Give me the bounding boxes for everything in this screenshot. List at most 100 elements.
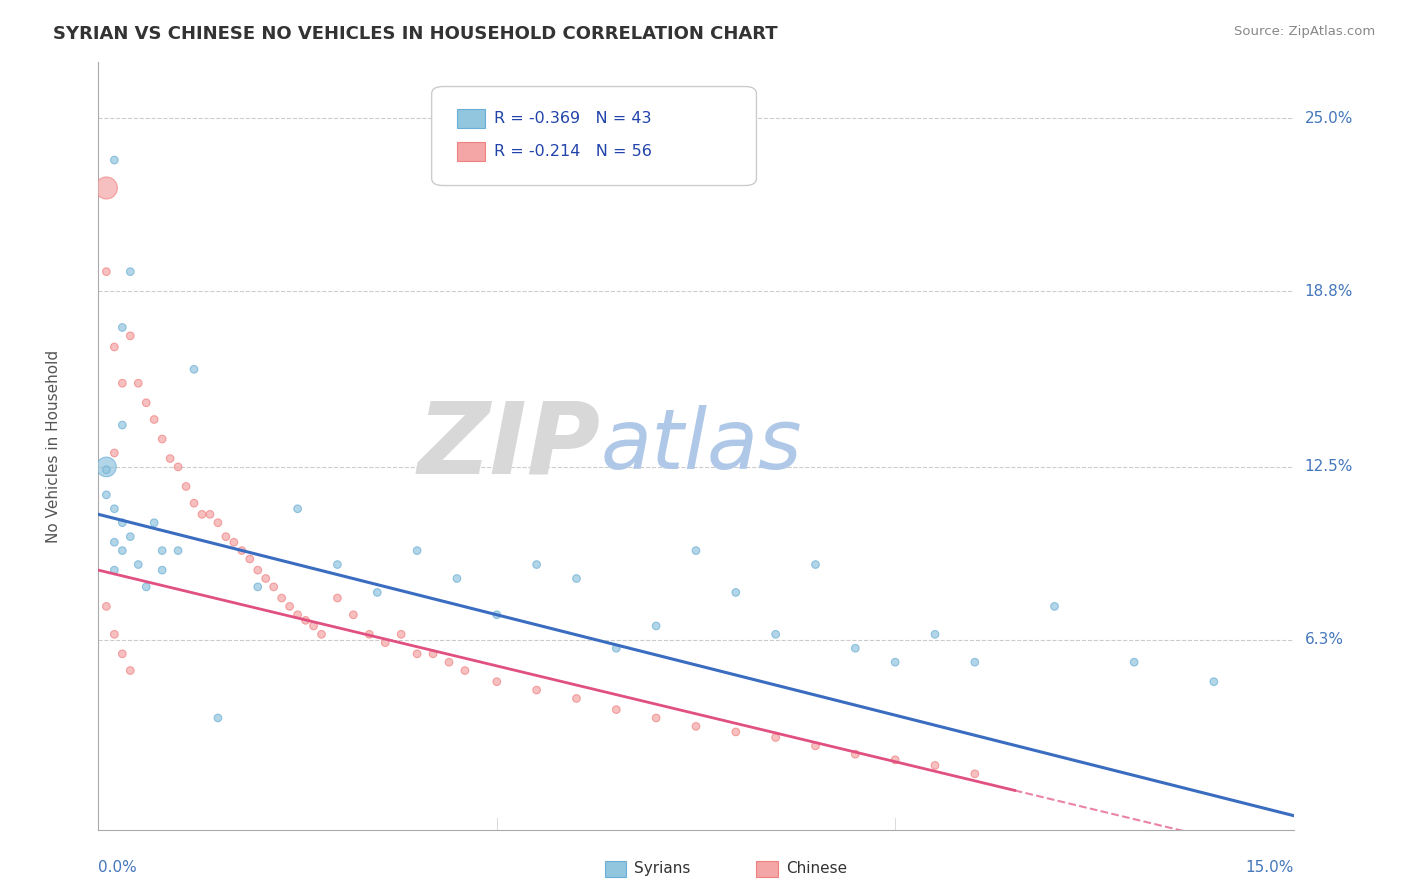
Point — [1043, 599, 1066, 614]
Point — [263, 580, 285, 594]
Point — [406, 647, 429, 661]
Text: 6.3%: 6.3% — [1305, 632, 1344, 648]
Point — [446, 572, 468, 586]
Point — [111, 516, 134, 530]
Point — [207, 711, 229, 725]
Point — [287, 501, 309, 516]
Point — [111, 543, 134, 558]
Point — [120, 664, 142, 678]
Point — [96, 463, 118, 477]
Point — [96, 265, 118, 279]
Point — [103, 153, 125, 167]
Point — [103, 340, 125, 354]
Point — [844, 747, 866, 762]
Point — [294, 613, 316, 627]
Point — [389, 627, 412, 641]
Text: Source: ZipAtlas.com: Source: ZipAtlas.com — [1234, 25, 1375, 38]
Point — [103, 535, 125, 549]
Point — [302, 619, 325, 633]
Point — [191, 508, 214, 522]
Point — [254, 572, 277, 586]
Point — [111, 418, 134, 433]
Point — [183, 362, 205, 376]
Text: atlas: atlas — [600, 406, 801, 486]
Point — [120, 265, 142, 279]
Point — [924, 627, 946, 641]
Point — [150, 432, 173, 446]
Point — [605, 641, 627, 656]
Point — [120, 328, 142, 343]
Point — [1123, 655, 1146, 669]
Point — [685, 719, 707, 733]
Text: ZIP: ZIP — [418, 398, 600, 494]
Point — [231, 543, 253, 558]
Text: 0.0%: 0.0% — [98, 860, 138, 875]
Point — [143, 412, 166, 426]
Point — [246, 580, 269, 594]
Text: 25.0%: 25.0% — [1305, 111, 1353, 126]
Text: R = -0.214   N = 56: R = -0.214 N = 56 — [494, 145, 651, 159]
Point — [1202, 674, 1225, 689]
Point — [924, 758, 946, 772]
Point — [366, 585, 388, 599]
Point — [884, 655, 907, 669]
Point — [270, 591, 292, 605]
Point — [127, 558, 149, 572]
Point — [963, 655, 986, 669]
Point — [645, 619, 668, 633]
Point — [724, 585, 747, 599]
Point — [207, 516, 229, 530]
Point — [485, 607, 508, 622]
Text: Chinese: Chinese — [786, 862, 846, 876]
Point — [150, 543, 173, 558]
Point — [437, 655, 460, 669]
Point — [239, 552, 262, 566]
Point — [605, 703, 627, 717]
Text: R = -0.369   N = 43: R = -0.369 N = 43 — [494, 112, 651, 126]
Point — [143, 516, 166, 530]
Point — [96, 459, 118, 474]
Point — [159, 451, 181, 466]
Point — [103, 627, 125, 641]
Point — [342, 607, 364, 622]
Point — [685, 543, 707, 558]
Point — [963, 766, 986, 780]
Point — [135, 580, 157, 594]
Point — [884, 753, 907, 767]
Point — [374, 635, 396, 649]
Point — [183, 496, 205, 510]
Point — [326, 558, 349, 572]
Point — [96, 599, 118, 614]
Point — [645, 711, 668, 725]
Point — [804, 739, 827, 753]
Point — [198, 508, 221, 522]
Point — [765, 731, 787, 745]
Point — [565, 691, 588, 706]
Text: No Vehicles in Household: No Vehicles in Household — [45, 350, 60, 542]
Point — [565, 572, 588, 586]
Point — [844, 641, 866, 656]
Point — [111, 376, 134, 391]
Point — [326, 591, 349, 605]
Point — [167, 459, 190, 474]
Point — [96, 181, 118, 195]
Point — [103, 446, 125, 460]
Point — [287, 607, 309, 622]
Text: 18.8%: 18.8% — [1305, 284, 1353, 299]
Point — [359, 627, 381, 641]
Point — [222, 535, 245, 549]
Point — [246, 563, 269, 577]
Text: SYRIAN VS CHINESE NO VEHICLES IN HOUSEHOLD CORRELATION CHART: SYRIAN VS CHINESE NO VEHICLES IN HOUSEHO… — [53, 25, 778, 43]
Point — [103, 501, 125, 516]
Point — [454, 664, 477, 678]
Point — [765, 627, 787, 641]
Text: 15.0%: 15.0% — [1246, 860, 1294, 875]
Point — [150, 563, 173, 577]
Point — [174, 479, 197, 493]
Point — [111, 647, 134, 661]
Point — [120, 530, 142, 544]
Point — [127, 376, 149, 391]
Point — [215, 530, 238, 544]
Point — [422, 647, 444, 661]
Point — [724, 725, 747, 739]
